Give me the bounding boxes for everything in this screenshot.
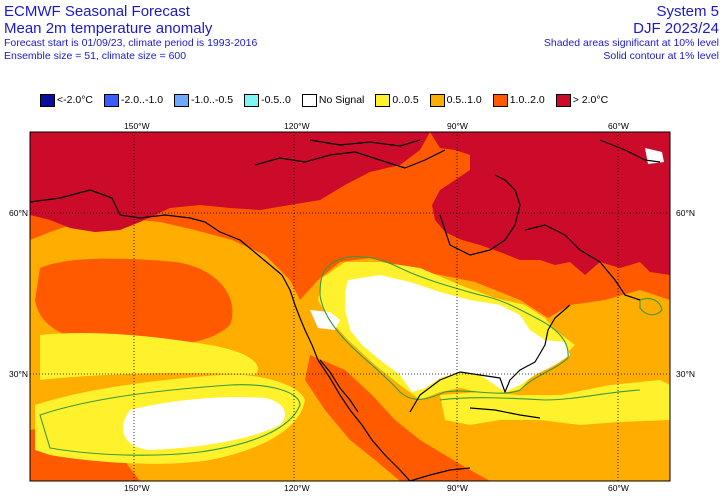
lat-tick-right-30n: 30°N	[676, 369, 695, 379]
region-no-signal-usa	[345, 275, 570, 392]
lon-tick-bottom-90w: 90°W	[447, 483, 468, 493]
legend-item-minus05-0: -0.5..0	[244, 93, 299, 107]
forecast-info: Forecast start is 01/09/23, climate peri…	[4, 37, 258, 49]
coast-pacific-nw	[281, 274, 411, 481]
legend-label: 0..0.5	[392, 94, 419, 106]
legend-swatch	[174, 93, 190, 107]
legend-swatch	[301, 93, 317, 107]
contour-note: Solid contour at 1% level	[603, 50, 719, 62]
lon-tick-bottom-120w: 120°W	[284, 483, 310, 493]
lon-tick-top-150w: 150°W	[124, 121, 150, 131]
coast-central-america	[409, 467, 471, 481]
coast-labrador	[524, 224, 641, 301]
coast-cuba	[469, 407, 541, 419]
coast-hudson-bay	[439, 174, 521, 256]
product-title: ECMWF Seasonal Forecast	[4, 3, 190, 20]
lon-tick-bottom-150w: 150°W	[124, 483, 150, 493]
legend-item-gt-2: > 2.0°C	[555, 93, 616, 107]
region-1-2-mexico	[305, 355, 490, 481]
legend-swatch	[375, 93, 391, 107]
coast-baja	[319, 359, 359, 413]
coast-greenland	[599, 139, 661, 163]
legend-item-05-1: 0.5..1.0	[429, 93, 490, 107]
map-frame	[29, 131, 671, 482]
graticule	[30, 132, 670, 481]
color-legend: <-2.0°C -2.0..-1.0 -1.0..-0.5 -0.5..0 No…	[40, 93, 619, 107]
legend-item-no-signal: No Signal	[301, 93, 373, 107]
legend-item-minus1-minus05: -1.0..-0.5	[174, 93, 241, 107]
legend-label: 0.5..1.0	[446, 94, 482, 106]
legend-label: No Signal	[318, 94, 365, 106]
region-0-05-caribbean	[440, 380, 670, 425]
lon-tick-top-90w: 90°W	[447, 121, 468, 131]
variable-title: Mean 2m temperature anomaly	[4, 20, 213, 37]
legend-swatch	[555, 93, 571, 107]
legend-item-lt-minus2: <-2.0°C	[40, 93, 101, 107]
shading-note: Shaded areas significant at 10% level	[543, 37, 719, 49]
system-title: System 5	[656, 3, 719, 20]
coast-canada-arctic	[254, 149, 446, 169]
coast-gulf	[409, 304, 571, 413]
contour-east-coast	[639, 297, 663, 316]
legend-label: -0.5..0	[261, 94, 291, 106]
legend-swatch	[492, 93, 508, 107]
region-1-2-pacific	[35, 258, 233, 347]
contour-conus	[319, 256, 569, 400]
coastlines	[30, 139, 661, 481]
lon-tick-top-120w: 120°W	[284, 121, 310, 131]
legend-swatch	[244, 93, 260, 107]
lat-tick-left-30n: 30°N	[9, 369, 28, 379]
legend-item-1-2: 1.0..2.0	[492, 93, 553, 107]
header-right: System 5 DJF 2023/24 Shaded areas signif…	[544, 3, 719, 63]
legend-label: 1.0..2.0	[509, 94, 545, 106]
legend-swatch	[104, 93, 120, 107]
contour-caribbean	[439, 389, 641, 401]
ensemble-info: Ensemble size = 51, climate size = 600	[4, 50, 187, 62]
header-left: ECMWF Seasonal Forecast Mean 2m temperat…	[4, 3, 257, 63]
region-gt2-canada-east	[430, 132, 670, 275]
coast-islands-arctic	[309, 139, 421, 147]
legend-label: <-2.0°C	[57, 94, 94, 106]
legend-swatch	[429, 93, 445, 107]
lon-tick-top-60w: 60°W	[608, 121, 629, 131]
region-no-signal-pacific	[122, 397, 285, 450]
significance-contours	[39, 256, 663, 456]
legend-swatch	[40, 93, 55, 107]
legend-item-minus2-minus1: -2.0..-1.0	[104, 93, 171, 107]
contour-pacific	[39, 384, 301, 456]
coast-alaska-west	[30, 189, 283, 276]
legend-label: -1.0..-0.5	[191, 94, 234, 106]
legend-label: > 2.0°C	[572, 94, 609, 106]
legend-item-0-05: 0..0.5	[375, 93, 426, 107]
lat-tick-right-60n: 60°N	[676, 208, 695, 218]
lat-tick-left-60n: 60°N	[9, 208, 28, 218]
season-title: DJF 2023/24	[633, 20, 719, 37]
legend-label: -2.0..-1.0	[121, 94, 164, 106]
lon-tick-bottom-60w: 60°W	[608, 483, 629, 493]
region-gt2-alaska-arctic	[30, 132, 430, 232]
region-0-05-pacific-mid	[40, 333, 258, 380]
region-no-signal-greenland-tip	[645, 148, 664, 164]
